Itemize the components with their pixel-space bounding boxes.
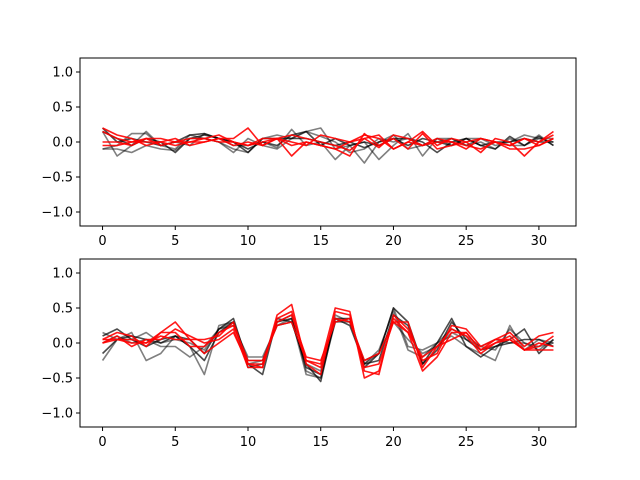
- top-x-tick-label: 5: [171, 234, 179, 249]
- top-series-line-5: [102, 127, 554, 152]
- top-series-line-8: [102, 134, 554, 150]
- top-series-line-4: [102, 130, 554, 154]
- top-y-tick-label: −0.5: [41, 171, 73, 186]
- top-x-tick-label: 20: [385, 234, 402, 249]
- top-x-tick-label: 10: [240, 234, 257, 249]
- bottom-x-tick-label: 0: [98, 435, 106, 450]
- bottom-x-tick-label: 25: [458, 435, 475, 450]
- top-x-tick-label: 25: [458, 234, 475, 249]
- bottom-y-tick-label: 0.0: [52, 337, 73, 352]
- bottom-x-tick-label: 20: [385, 435, 402, 450]
- bottom-series-line-3: [101, 307, 555, 383]
- bottom-x-tick-label: 30: [531, 435, 548, 450]
- top-x-tick-label: 15: [312, 234, 329, 249]
- bottom-y-tick-label: −1.0: [41, 407, 73, 422]
- bottom-x-tick-label: 10: [240, 435, 257, 450]
- top-x-tick-label: 0: [98, 234, 106, 249]
- top-y-tick-label: 0.0: [52, 136, 73, 151]
- bottom-subplot-lines: [101, 303, 555, 383]
- top-x-tick-label: 30: [531, 234, 548, 249]
- bottom-x-tick-label: 15: [312, 435, 329, 450]
- top-y-tick-label: 0.5: [52, 101, 73, 116]
- top-y-tick-label: 1.0: [52, 66, 73, 81]
- bottom-series-line-8: [102, 314, 554, 369]
- bottom-y-tick-label: 0.5: [52, 302, 73, 317]
- top-series-line-7: [102, 127, 554, 157]
- bottom-subplot-ticks: 0 5 10 15 20 25 30 −1.0 −0.5 0.0 0.5 1.0: [41, 267, 547, 451]
- bottom-y-tick-label: −0.5: [41, 372, 73, 387]
- top-subplot: 0 5 10 15 20 25 30 −1.0 −0.5 0.0 0.5 1.0: [41, 57, 577, 250]
- bottom-subplot: 0 5 10 15 20 25 30 −1.0 −0.5 0.0 0.5 1.0: [41, 258, 577, 451]
- bottom-x-tick-label: 5: [171, 435, 179, 450]
- top-y-tick-label: −1.0: [41, 206, 73, 221]
- bottom-y-tick-label: 1.0: [52, 267, 73, 282]
- bottom-subplot-frame: [79, 258, 577, 428]
- top-subplot-frame: [79, 57, 577, 227]
- top-subplot-ticks: 0 5 10 15 20 25 30 −1.0 −0.5 0.0 0.5 1.0: [41, 66, 547, 250]
- top-subplot-lines: [101, 127, 554, 164]
